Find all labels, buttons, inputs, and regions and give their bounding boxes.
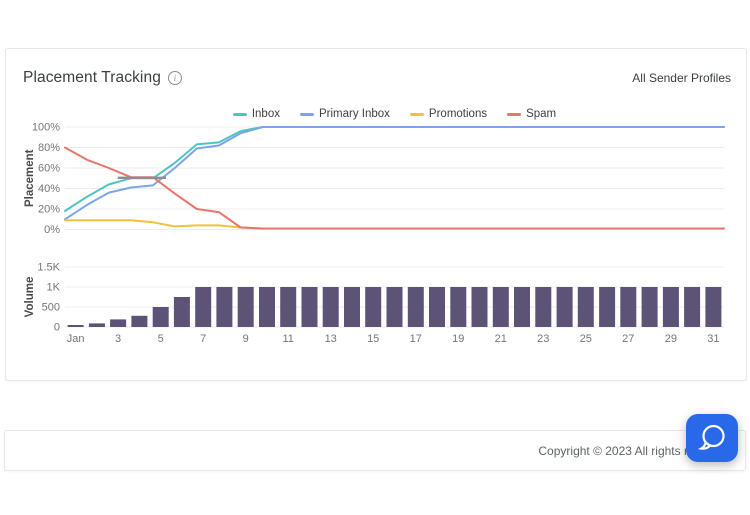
volume-bar [471,287,488,327]
legend-swatch [299,112,314,116]
y-tick-label: 0% [44,224,60,236]
y-tick-label: 500 [42,302,60,314]
placement-volume-chart: 0% 20% 40% 60% 80% 100% 0 500 1K 1.5K Placement Vol… [24,122,725,345]
x-tick-label: Jan [67,333,85,345]
y-tick-label: 20% [38,204,60,216]
volume-bar [641,287,658,327]
volume-bar [429,287,445,327]
volume-bar [173,297,190,327]
volume-bar [301,287,318,327]
legend-label: Inbox [251,108,280,120]
volume-bar [110,319,127,327]
x-tick-label: 13 [325,333,337,345]
axis-title-placement: Placement [24,149,36,207]
card-header: Placement Tracking i All Sender Profiles [6,49,746,87]
footer-bar: Copyright © 2023 All rights reserved. [4,430,746,471]
line-series-inbox [64,126,725,212]
legend-label: Spam [526,108,557,120]
volume-bar [152,307,169,327]
x-tick-label: 27 [622,333,634,345]
axis-title-volume: Volume [24,277,36,318]
volume-bar [280,287,297,327]
y-tick-label: 100% [32,122,60,134]
page-title: Placement Tracking [23,69,161,86]
line-series-spam [64,146,725,230]
y-tick-label: 1.5K [37,262,60,274]
y-tick-label: 40% [38,183,60,195]
volume-bar [577,287,594,327]
volume-bar [237,287,254,327]
x-tick-label: 19 [452,333,464,345]
legend-swatch [409,112,424,116]
copyright-text: Copyright © 2023 All rights reserved. [538,443,734,458]
x-tick-label: 5 [158,333,164,345]
legend-item-primary-inbox[interactable]: Primary Inbox [299,108,390,120]
legend-label: Primary Inbox [318,108,390,120]
placement-tracking-card: Placement Tracking i All Sender Profiles… [5,48,747,381]
volume-bar [620,287,637,327]
chat-widget-button[interactable] [686,414,738,462]
x-tick-label: 7 [200,333,206,345]
info-icon[interactable]: i [167,71,182,85]
x-tick-label: 11 [282,333,293,345]
volume-bar [344,287,360,327]
volume-bar [535,287,552,327]
volume-bar [450,287,467,327]
volume-bar [705,287,722,327]
line-series-primary-inbox [64,126,725,221]
x-tick-label: 31 [707,333,719,345]
volume-bar [67,325,84,327]
y-tick-label: 80% [38,142,60,154]
x-tick-label: 21 [495,333,507,345]
x-tick-label: 17 [410,333,422,345]
volume-bar [684,287,701,327]
volume-bar [195,287,212,327]
y-tick-label: 1K [47,282,61,294]
volume-bar [492,287,509,327]
y-tick-label: 0 [54,322,60,334]
x-tick-label: 25 [580,333,592,345]
legend-label: Promotions [428,108,488,120]
legend-swatch [232,112,247,116]
sender-profiles-selector[interactable]: All Sender Profiles [632,71,731,85]
x-tick-label: 29 [665,333,677,345]
volume-bar [386,287,403,327]
volume-bar [556,287,573,327]
volume-bar [407,287,424,327]
x-tick-label: 23 [537,333,549,345]
line-series-promotions [64,219,725,230]
chat-bubble-icon [697,424,725,450]
x-tick-label: 3 [115,333,121,345]
volume-bar [365,287,382,327]
volume-bar [662,287,679,327]
volume-bar [599,287,616,327]
volume-bar [88,323,105,327]
chart-legend: Inbox Primary Inbox Promotions Spam [65,108,724,120]
legend-item-inbox[interactable]: Inbox [232,108,280,120]
volume-bar [322,287,339,327]
legend-item-promotions[interactable]: Promotions [409,108,488,120]
volume-bar [216,287,233,327]
y-tick-label: 60% [38,163,60,175]
legend-item-spam[interactable]: Spam [507,108,556,120]
legend-swatch [507,112,522,116]
volume-bar [259,287,275,327]
volume-bar [514,287,530,327]
x-tick-label: 9 [243,333,249,345]
volume-bar [131,315,148,327]
x-tick-label: 15 [367,333,379,345]
